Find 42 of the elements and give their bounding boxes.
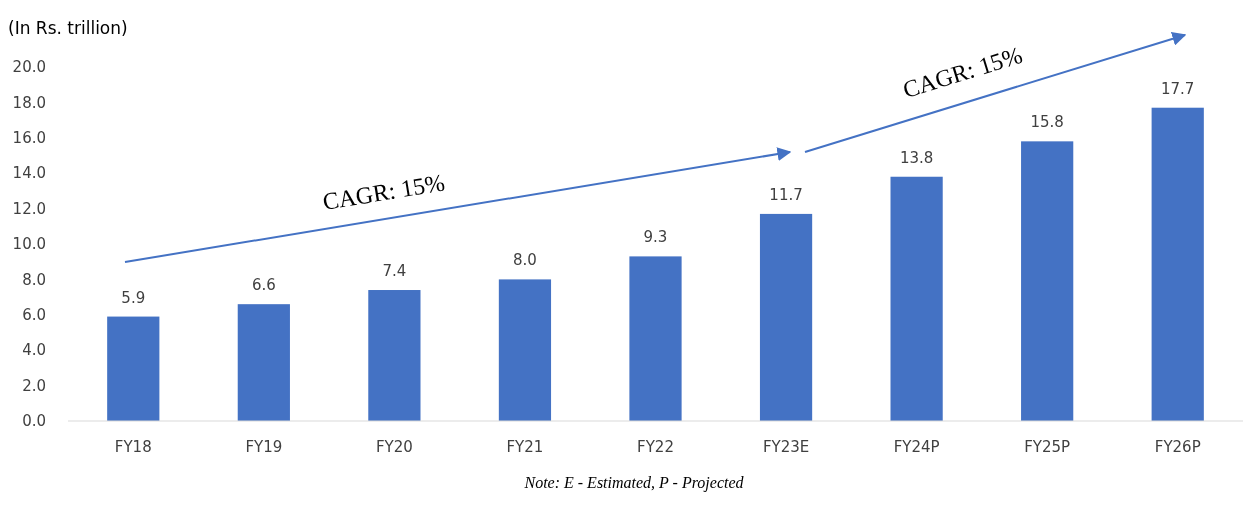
data-label: 5.9 <box>121 288 146 307</box>
y-tick-label: 14.0 <box>12 164 46 183</box>
bar <box>629 256 682 421</box>
bar <box>498 279 552 421</box>
bar <box>1151 107 1204 421</box>
y-tick-label: 12.0 <box>12 199 46 218</box>
bar <box>107 316 160 421</box>
data-label: 15.8 <box>1030 113 1064 132</box>
x-tick-label: FY21 <box>506 438 544 456</box>
y-tick-label: 2.0 <box>22 376 46 395</box>
x-tick-label: FY19 <box>245 438 283 456</box>
bar <box>890 176 943 421</box>
text: Note: E - Estimated, P - Projected <box>523 474 745 492</box>
data-label: 17.7 <box>1161 79 1195 98</box>
y-tick-label: 8.0 <box>22 270 46 289</box>
y-tick-label: 6.0 <box>22 306 46 325</box>
x-tick-label: FY22 <box>637 438 674 456</box>
bar <box>759 213 813 421</box>
x-tick-label: FY23E <box>762 438 810 456</box>
data-label: 6.6 <box>251 276 276 295</box>
y-tick-label: 4.0 <box>22 341 46 360</box>
y-axis-title: (In Rs. trillion) <box>8 18 128 38</box>
y-tick-label: 20.0 <box>12 58 46 77</box>
x-tick-label: FY24P <box>893 438 940 456</box>
y-tick-label: 16.0 <box>12 129 46 148</box>
y-tick-label: 18.0 <box>12 93 46 112</box>
annotation: CAGR: 15% <box>320 169 447 216</box>
annotation: CAGR: 15% <box>899 41 1026 103</box>
data-label: 7.4 <box>382 262 407 281</box>
x-tick-label: FY20 <box>375 438 413 456</box>
y-tick-label: 10.0 <box>12 235 46 254</box>
x-tick-label: FY18 <box>114 438 152 456</box>
x-tick-label: FY25P <box>1024 438 1071 456</box>
data-label: 11.7 <box>769 185 803 204</box>
data-label: 13.8 <box>899 148 934 167</box>
bar <box>1021 141 1074 421</box>
bar <box>368 290 421 421</box>
data-label: 8.0 <box>513 251 537 270</box>
x-tick-label: FY26P <box>1154 438 1201 456</box>
bar <box>237 304 290 421</box>
y-tick-label: 0.0 <box>22 412 46 431</box>
data-label: 9.3 <box>643 228 668 247</box>
